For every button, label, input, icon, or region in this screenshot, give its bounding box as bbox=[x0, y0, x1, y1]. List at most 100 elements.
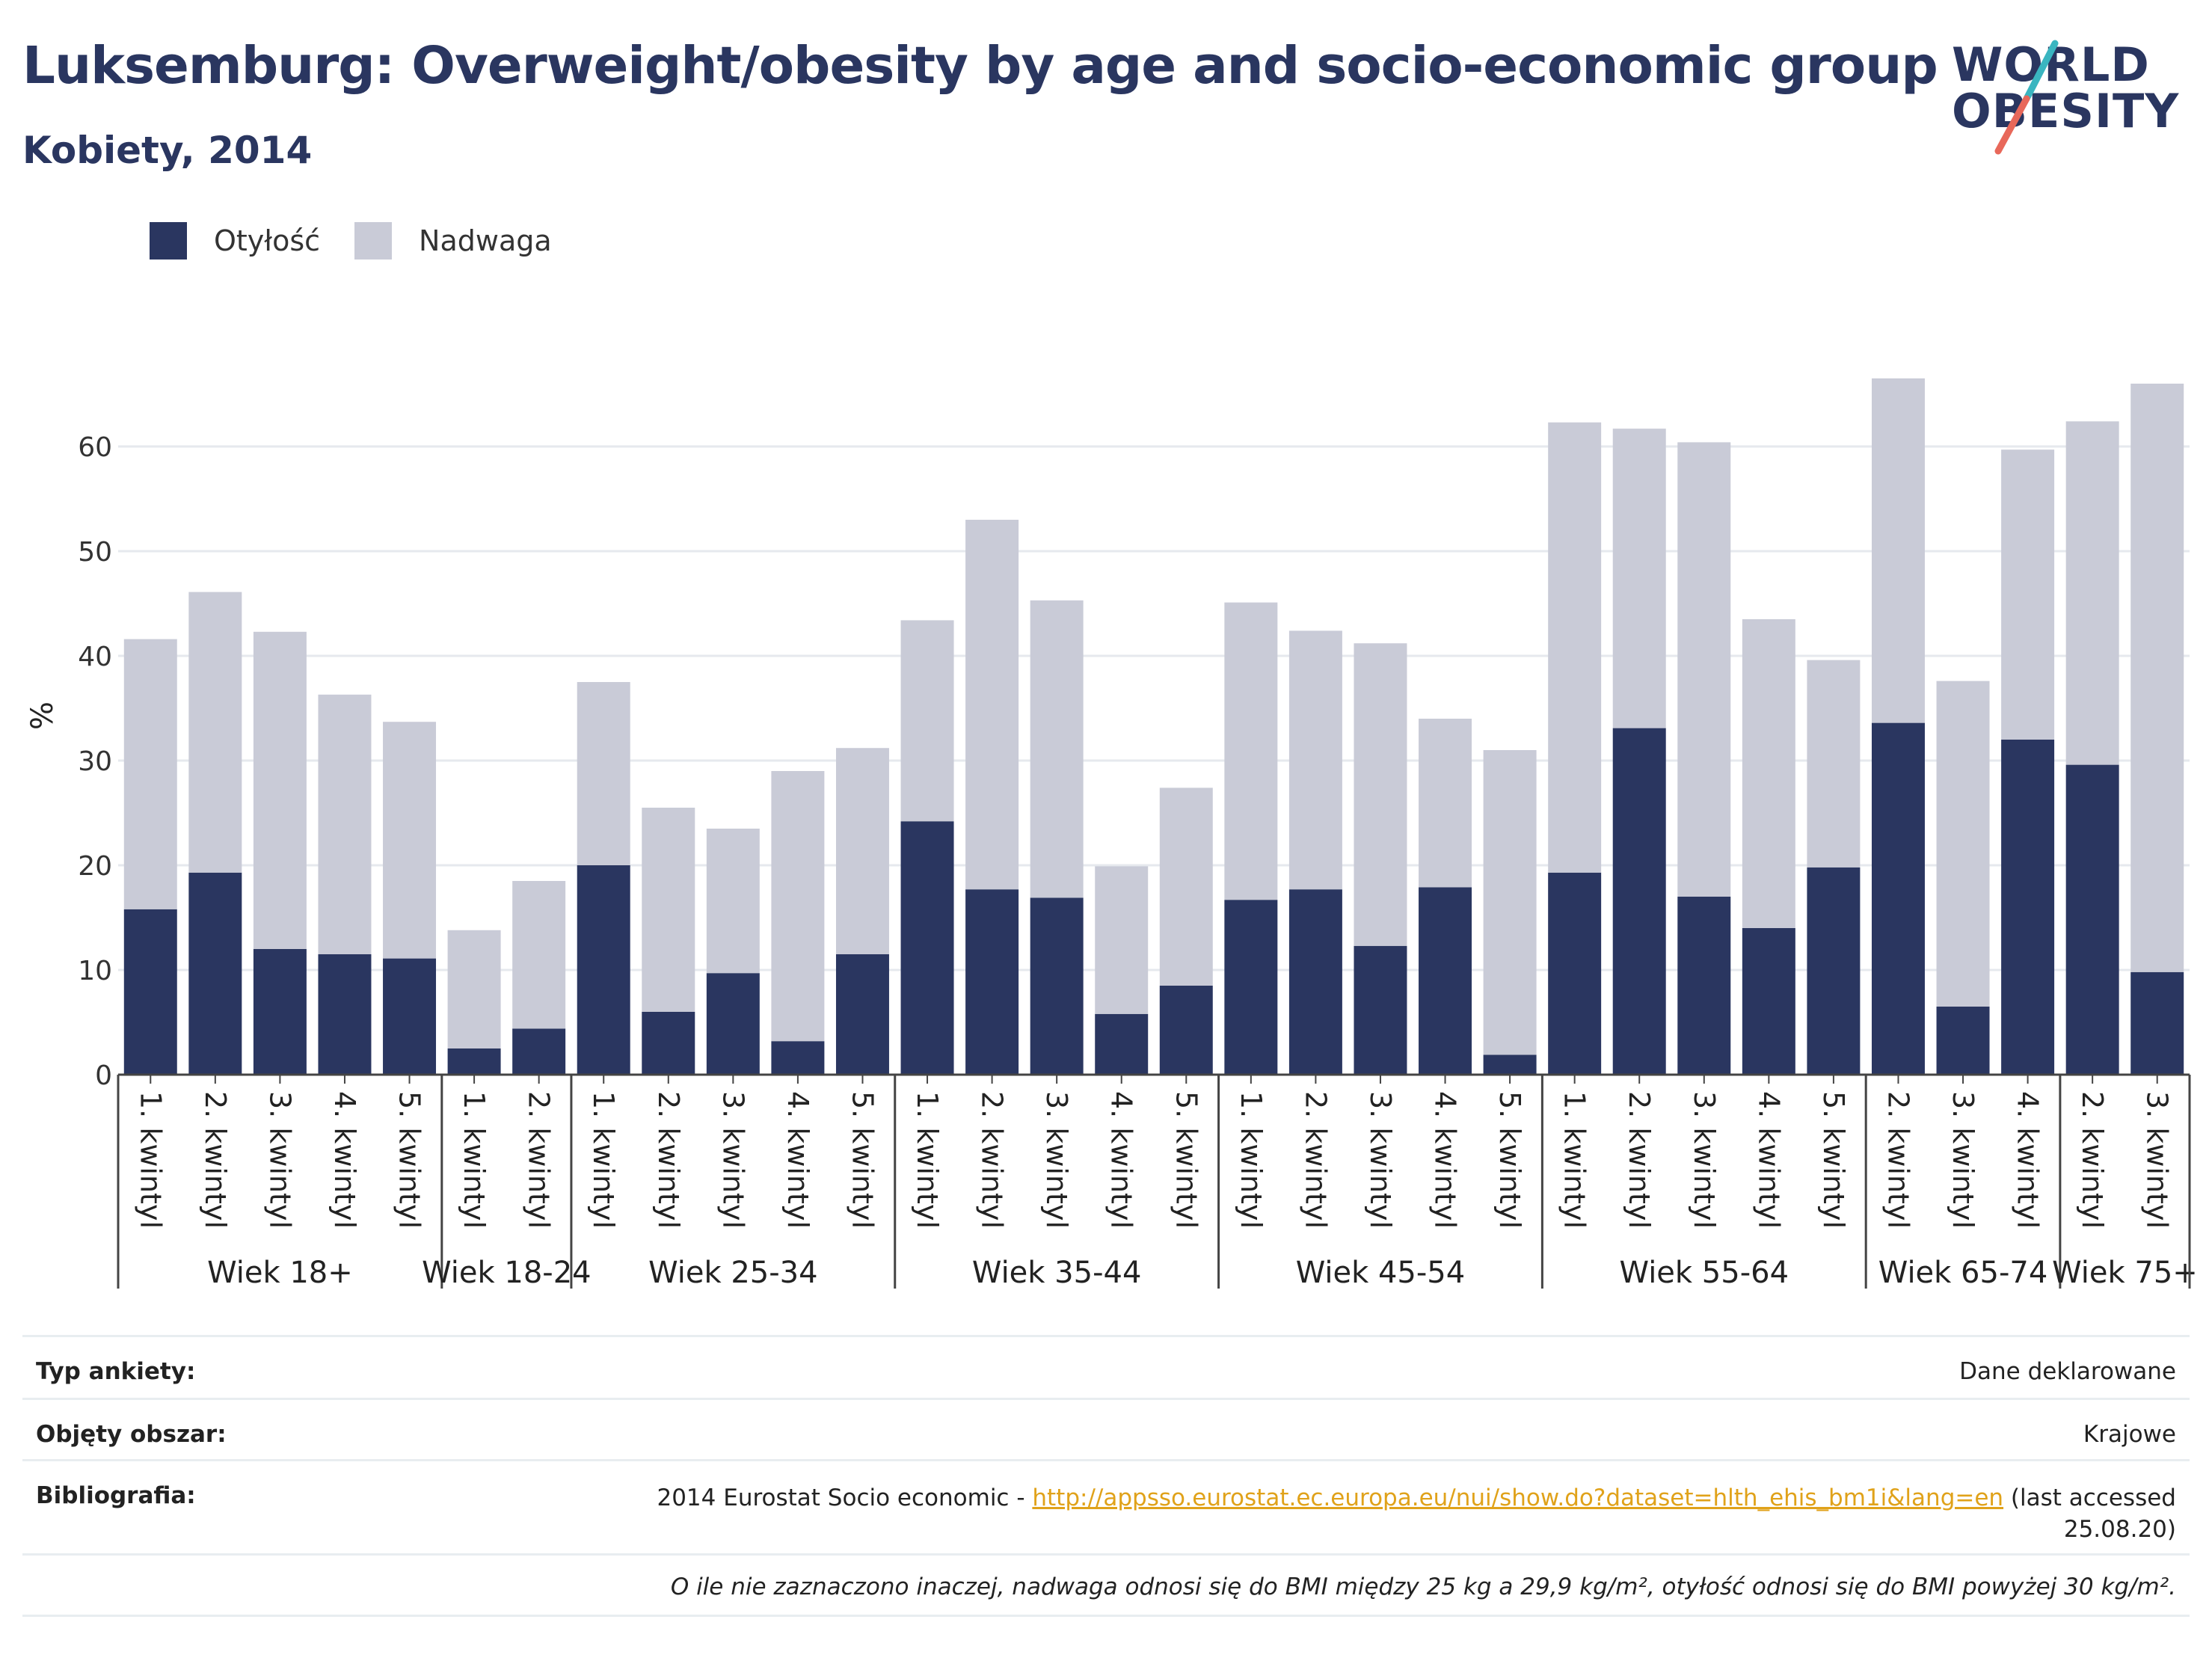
chart-legend: Otyłość Nadwaga bbox=[150, 221, 586, 260]
x-tick-label: 5. kwintyl bbox=[393, 1091, 426, 1229]
bar-obesity bbox=[1807, 867, 1861, 1075]
x-tick-label: 4. kwintyl bbox=[328, 1091, 361, 1229]
bar-overweight bbox=[1419, 719, 1472, 888]
bar-overweight bbox=[577, 682, 630, 865]
coverage-label: Objęty obszar: bbox=[36, 1421, 227, 1448]
y-tick-label: 40 bbox=[78, 642, 112, 672]
x-tick-label: 4. kwintyl bbox=[1105, 1091, 1138, 1229]
group-label: Wiek 65-74 bbox=[1878, 1256, 2048, 1290]
bar-obesity bbox=[900, 821, 954, 1075]
bar-obesity bbox=[2001, 740, 2055, 1075]
bar-overweight bbox=[642, 808, 695, 1012]
bar-overweight bbox=[900, 620, 954, 822]
x-tick-label: 5. kwintyl bbox=[1817, 1091, 1850, 1229]
bar-obesity bbox=[1159, 986, 1213, 1075]
x-tick-label: 2. kwintyl bbox=[2076, 1091, 2109, 1229]
x-tick-label: 2. kwintyl bbox=[652, 1091, 685, 1229]
bar-obesity bbox=[1548, 872, 1602, 1075]
chart-subtitle: Kobiety, 2014 bbox=[22, 129, 313, 172]
y-tick-label: 50 bbox=[78, 537, 112, 568]
bar-obesity bbox=[2130, 971, 2184, 1075]
legend-item-overweight[interactable]: Nadwaga bbox=[354, 222, 552, 260]
legend-item-obesity[interactable]: Otyłość bbox=[150, 222, 320, 260]
x-tick-label: 1. kwintyl bbox=[1558, 1091, 1591, 1229]
bar-overweight bbox=[1807, 660, 1861, 868]
bar-overweight bbox=[1095, 866, 1149, 1014]
legend-label-overweight: Nadwaga bbox=[419, 224, 552, 257]
bar-overweight bbox=[1742, 619, 1795, 928]
group-label: Wiek 25-34 bbox=[648, 1256, 818, 1290]
x-tick-label: 3. kwintyl bbox=[263, 1091, 296, 1229]
chart-title: Luksemburg: Overweight/obesity by age an… bbox=[22, 36, 1938, 96]
y-tick-label: 30 bbox=[78, 746, 112, 777]
x-tick-label: 1. kwintyl bbox=[134, 1091, 167, 1229]
bar-overweight bbox=[1548, 422, 1602, 873]
bar-overweight bbox=[706, 829, 760, 974]
group-label: Wiek 35-44 bbox=[972, 1256, 1142, 1290]
bar-obesity bbox=[318, 954, 372, 1075]
stacked-bar-chart: 0 10 20 30 40 50 60% 1. kwintyl 2. kwintyl 3. kwi… bbox=[25, 378, 2198, 1290]
bar-overweight bbox=[1159, 787, 1213, 986]
info-row-bottom-border bbox=[22, 1615, 2190, 1617]
x-tick-label: 3. kwintyl bbox=[1040, 1091, 1073, 1229]
x-tick-label: 5. kwintyl bbox=[846, 1091, 879, 1229]
x-tick-label: 2. kwintyl bbox=[976, 1091, 1009, 1229]
bar-overweight bbox=[1030, 600, 1084, 898]
bar-obesity bbox=[1030, 897, 1084, 1075]
bar-obesity bbox=[1742, 928, 1795, 1075]
coverage-value: Krajowe bbox=[2083, 1421, 2176, 1448]
x-tick-label: 2. kwintyl bbox=[1623, 1091, 1656, 1229]
bar-obesity bbox=[1871, 722, 1925, 1075]
info-row-note: O ile nie zaznaczono inaczej, nadwaga od… bbox=[22, 1553, 2190, 1617]
x-tick-label: 2. kwintyl bbox=[199, 1091, 232, 1229]
x-tick-label: 3. kwintyl bbox=[2141, 1091, 2174, 1229]
x-tick-label: 2. kwintyl bbox=[523, 1091, 556, 1229]
bar-overweight bbox=[1288, 630, 1342, 890]
bar-overweight bbox=[1871, 378, 1925, 723]
y-axis-label: % bbox=[25, 701, 60, 730]
bar-obesity bbox=[1288, 889, 1342, 1075]
world-obesity-logo: WORLD OBESITY bbox=[1952, 37, 2199, 157]
bar-overweight bbox=[383, 722, 437, 959]
bar-overweight bbox=[1677, 442, 1731, 897]
bar-overweight bbox=[123, 639, 177, 909]
bar-obesity bbox=[447, 1048, 501, 1075]
info-row-survey-type: Typ ankiety: Dane deklarowane bbox=[22, 1335, 2190, 1400]
bar-obesity bbox=[1612, 728, 1666, 1075]
bar-overweight bbox=[512, 881, 566, 1029]
bar-obesity bbox=[771, 1041, 825, 1075]
x-tick-label: 1. kwintyl bbox=[1235, 1091, 1268, 1229]
bar-overweight bbox=[188, 592, 242, 873]
bar-obesity bbox=[642, 1012, 695, 1075]
group-label: Wiek 45-54 bbox=[1296, 1256, 1466, 1290]
bar-obesity bbox=[253, 949, 307, 1075]
x-tick-label: 5. kwintyl bbox=[1493, 1091, 1526, 1229]
group-label: Wiek 18+ bbox=[207, 1256, 353, 1290]
legend-label-obesity: Otyłość bbox=[214, 224, 321, 257]
y-tick-label: 10 bbox=[78, 956, 112, 986]
x-tick-label: 3. kwintyl bbox=[1364, 1091, 1397, 1229]
x-tick-label: 4. kwintyl bbox=[781, 1091, 814, 1229]
bar-overweight bbox=[253, 631, 307, 949]
bar-obesity bbox=[188, 872, 242, 1075]
bar-obesity bbox=[123, 909, 177, 1075]
x-tick-label: 1. kwintyl bbox=[587, 1091, 620, 1229]
x-tick-label: 4. kwintyl bbox=[1429, 1091, 1462, 1229]
bibliography-suffix: (last accessed bbox=[2003, 1484, 2176, 1511]
bibliography-prefix: 2014 Eurostat Socio economic - bbox=[657, 1484, 1033, 1511]
bar-overweight bbox=[2065, 421, 2119, 765]
bar-obesity bbox=[835, 954, 889, 1075]
legend-swatch-obesity bbox=[150, 222, 187, 260]
bar-overweight bbox=[1483, 750, 1537, 1055]
y-tick-label: 20 bbox=[78, 851, 112, 882]
bar-overweight bbox=[965, 520, 1019, 890]
bar-obesity bbox=[1224, 900, 1278, 1075]
bar-overweight bbox=[2001, 449, 2055, 740]
bar-overweight bbox=[2130, 384, 2184, 972]
y-tick-label: 0 bbox=[95, 1060, 112, 1091]
survey-type-label: Typ ankiety: bbox=[36, 1358, 196, 1385]
x-tick-label: 3. kwintyl bbox=[1947, 1091, 1979, 1229]
bibliography-link[interactable]: http://appsso.eurostat.ec.europa.eu/nui/… bbox=[1032, 1484, 2004, 1511]
bar-obesity bbox=[383, 958, 437, 1075]
bar-overweight bbox=[835, 748, 889, 954]
